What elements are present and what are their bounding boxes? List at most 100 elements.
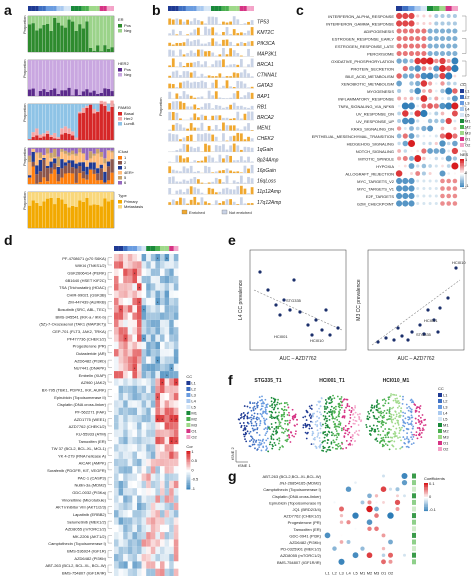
gene-bar bbox=[200, 96, 204, 99]
heatmap-cell bbox=[141, 517, 147, 525]
gene-bar bbox=[247, 41, 250, 46]
heatmap-cell bbox=[150, 275, 156, 284]
tsne-cell-point bbox=[265, 448, 268, 451]
pathway-label: BILE_ACID_METABOLISM bbox=[345, 74, 394, 79]
nes-dot bbox=[434, 21, 439, 26]
heatmap-cell bbox=[141, 473, 147, 481]
tsne-cell-point bbox=[332, 432, 335, 435]
heatmap-cell bbox=[132, 488, 137, 496]
tsne-title: HCI010_M1 bbox=[383, 378, 410, 384]
tsne-cell-point bbox=[256, 418, 259, 421]
tsne-cell-point bbox=[246, 430, 249, 433]
tsne-cell-point bbox=[286, 403, 289, 406]
heatmap-cell bbox=[137, 480, 142, 489]
gene-bar bbox=[196, 133, 200, 142]
heatmap-cell bbox=[155, 473, 160, 481]
nes-dot bbox=[439, 148, 446, 154]
dendrogram-branch bbox=[107, 550, 112, 558]
tsne-cell-point bbox=[342, 415, 345, 418]
heatmap-cell bbox=[141, 319, 147, 328]
tsne-cell-point bbox=[251, 402, 254, 405]
nes-dot bbox=[402, 117, 409, 125]
stacked-segment bbox=[96, 180, 100, 184]
nes-dot bbox=[414, 87, 421, 95]
nes-dot bbox=[416, 149, 419, 153]
pathway-label: OXIDATIVE_PHOSPHORYLATION bbox=[331, 59, 394, 64]
tsne-cell-point bbox=[376, 425, 378, 427]
nes-dot bbox=[402, 65, 408, 72]
cc-strip-cell bbox=[71, 6, 75, 11]
tsne-cell-point bbox=[392, 425, 395, 428]
heatmap-cell bbox=[114, 473, 119, 481]
gene-bar bbox=[222, 32, 225, 36]
tsne-cell-point bbox=[306, 423, 309, 426]
stacked-segment bbox=[42, 133, 46, 137]
stacked-segment bbox=[103, 88, 107, 96]
nes-dot bbox=[446, 141, 451, 146]
gene-bar bbox=[214, 136, 218, 142]
heatmap-cell bbox=[123, 385, 128, 394]
nes-dot bbox=[439, 102, 446, 110]
tsne-cell-point bbox=[335, 428, 337, 431]
heatmap-cell bbox=[127, 385, 133, 394]
heatmap-cell bbox=[118, 568, 124, 576]
nes-dot bbox=[408, 133, 415, 139]
tsne-cell-point bbox=[253, 443, 256, 446]
heatmap-cell bbox=[141, 480, 147, 489]
tsne-cell-point bbox=[250, 409, 253, 412]
heatmap-cell bbox=[123, 568, 128, 576]
cc-strip-cell bbox=[123, 246, 128, 251]
tsne-cell-point bbox=[391, 444, 394, 447]
cc-strip-cell bbox=[88, 6, 93, 11]
heatmap-cell bbox=[169, 473, 174, 481]
tsne-cell-point bbox=[395, 448, 397, 450]
gene-bar bbox=[189, 106, 193, 110]
tsne-cell-point bbox=[304, 422, 307, 425]
heatmap-cell bbox=[150, 561, 156, 569]
annotation-bar bbox=[412, 493, 416, 499]
tsne-cell-point bbox=[322, 445, 325, 448]
tsne-cell-point bbox=[415, 422, 417, 425]
scatter-point bbox=[432, 318, 436, 322]
nes-dot bbox=[440, 81, 445, 86]
tsne-cell-point bbox=[410, 398, 413, 401]
tsne-cell-point bbox=[375, 405, 378, 407]
heatmap-cell bbox=[169, 327, 174, 335]
gene-bar bbox=[179, 124, 182, 131]
stacked-segment bbox=[49, 89, 53, 96]
heatmap-cell bbox=[169, 510, 174, 518]
gene-bar bbox=[204, 82, 207, 89]
heatmap-cell bbox=[155, 407, 160, 415]
stacked-segment bbox=[110, 106, 114, 140]
tsne-cell-point bbox=[256, 431, 258, 434]
stacked-segment bbox=[96, 60, 100, 94]
heatmap-cell bbox=[150, 363, 156, 372]
cor-colorbar-cell bbox=[186, 475, 191, 477]
drug-label: Nutlin-3a (MDM2) bbox=[74, 483, 106, 488]
nes-dot bbox=[446, 186, 451, 191]
nes-dot bbox=[446, 50, 452, 57]
nes-dot bbox=[402, 200, 409, 207]
stacked-segment bbox=[81, 91, 86, 96]
tsne-cell-point bbox=[413, 433, 415, 436]
tsne-cell-point bbox=[259, 408, 262, 411]
heatmap-cell bbox=[173, 517, 179, 525]
gene-bar bbox=[229, 170, 232, 173]
stacked-segment bbox=[60, 16, 64, 26]
stacked-segment bbox=[31, 149, 35, 152]
nes-dot bbox=[408, 192, 415, 200]
tsne-cell-point bbox=[251, 427, 254, 430]
nes-dot bbox=[402, 20, 409, 27]
heatmap-cell bbox=[160, 356, 165, 364]
stacked-segment bbox=[60, 151, 64, 160]
tsne-cell-point bbox=[348, 422, 350, 425]
heatmap-cell bbox=[114, 458, 119, 467]
nes-dot bbox=[396, 12, 403, 20]
stacked-segment bbox=[81, 148, 86, 154]
heatmap-cell bbox=[155, 290, 160, 298]
scatter-point bbox=[266, 288, 270, 292]
heatmap-cell bbox=[137, 517, 142, 525]
tsne-cell-point bbox=[271, 417, 273, 420]
trend-line bbox=[371, 279, 461, 346]
gene-bar bbox=[193, 127, 197, 131]
